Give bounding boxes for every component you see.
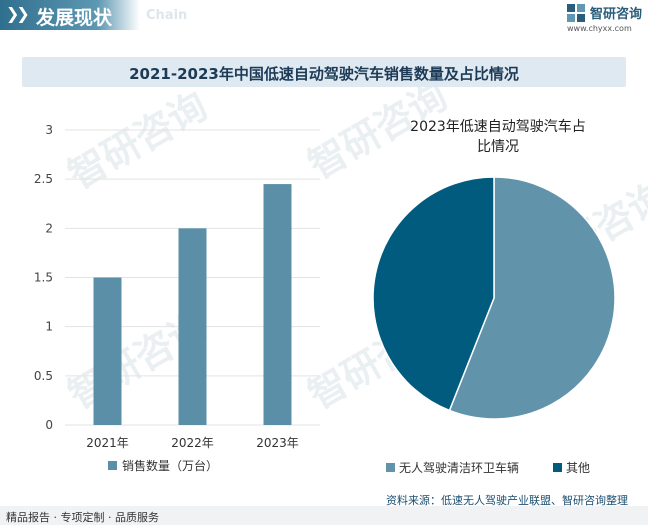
x-tick-label: 2021年: [86, 436, 129, 450]
section-subtitle: Chain: [146, 8, 188, 23]
y-tick-label: 0.5: [34, 369, 53, 383]
x-tick-label: 2022年: [171, 436, 214, 450]
logo-url: www.chyxx.com: [567, 24, 632, 33]
pie-title-line-2: 比情况: [477, 139, 519, 155]
section-title: 发展现状: [36, 7, 113, 29]
legend-swatch-cleaning: [386, 463, 395, 472]
legend-swatch-other: [553, 463, 562, 472]
y-tick-label: 2.5: [34, 172, 53, 186]
source-note: 资料来源：低速无人驾驶产业联盟、智研咨询整理: [386, 494, 628, 507]
pie-title-line-1: 2023年低速自动驾驶汽车占: [410, 119, 586, 135]
logo-name: 智研咨询: [590, 7, 643, 22]
pie-slice-2: [372, 176, 495, 412]
pie-slice-1: [448, 176, 616, 420]
logo-icon: [567, 4, 585, 22]
y-tick-label: 3: [45, 123, 53, 137]
legend-label-cleaning: 无人驾驶清洁环卫车辆: [399, 460, 519, 475]
pie-chart-title: 2023年低速自动驾驶汽车占 比情况: [380, 117, 616, 157]
pie-chart: 无人驾驶清洁环卫车辆 其他: [372, 176, 616, 475]
legend-label-other: 其他: [566, 461, 590, 475]
footer-slogan: 精品报告 · 专项定制 · 品质服务: [6, 511, 159, 524]
chart-title: 2021-2023年中国低速自动驾驶汽车销售数量及占比情况: [129, 65, 519, 83]
bar-1: [93, 277, 122, 425]
y-tick-label: 2: [45, 221, 53, 235]
legend-label-sales: 销售数量（万台）: [122, 458, 218, 473]
footer-bar: 精品报告 · 专项定制 · 品质服务: [0, 506, 648, 525]
y-tick-label: 1.5: [34, 271, 53, 285]
bar-2: [178, 228, 207, 425]
y-tick-label: 1: [45, 320, 53, 334]
section-header: ❯❯ 发展现状 Chain 智研咨询 www.chyxx.com: [0, 0, 648, 33]
legend-swatch-sales: [108, 461, 117, 470]
header-bar: [0, 0, 140, 30]
bar-3: [263, 184, 292, 425]
x-tick-label: 2023年: [256, 436, 299, 450]
double-chevron-icon: ❯❯: [6, 4, 30, 23]
chart-title-band: 2021-2023年中国低速自动驾驶汽车销售数量及占比情况: [22, 57, 626, 87]
y-tick-label: 0: [45, 418, 53, 432]
